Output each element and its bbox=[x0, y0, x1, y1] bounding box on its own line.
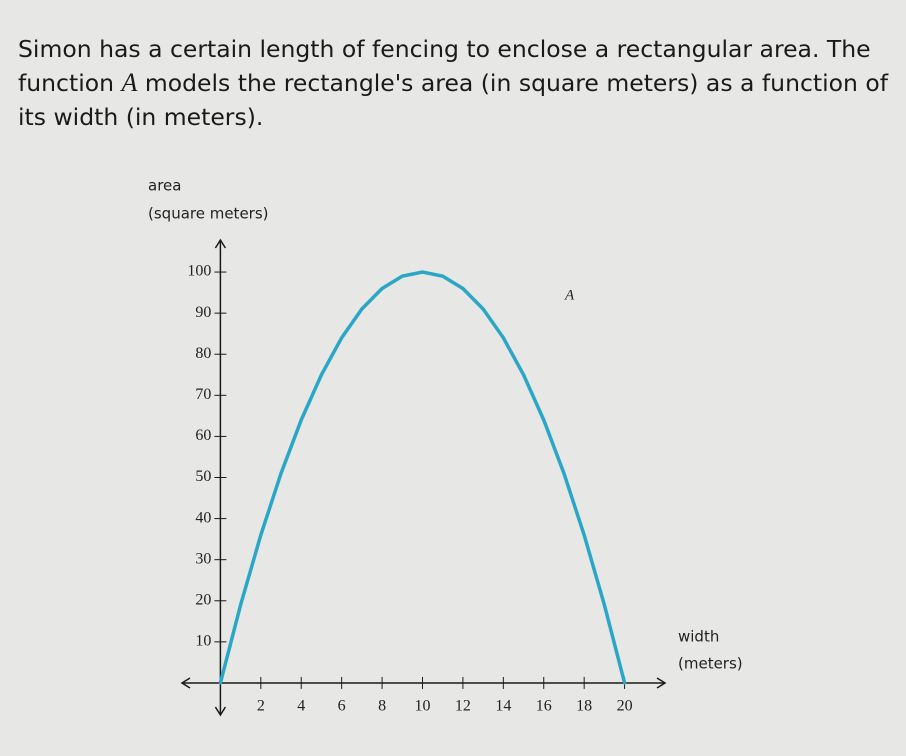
y-tick-label: 50 bbox=[195, 468, 211, 485]
problem-text: Simon has a certain length of fencing to… bbox=[18, 32, 896, 134]
y-tick-label: 30 bbox=[195, 550, 211, 567]
x-axis-label: (meters) bbox=[678, 655, 743, 673]
y-tick-label: 60 bbox=[195, 427, 211, 444]
y-axis-label: area bbox=[148, 177, 181, 195]
axis-arrow bbox=[656, 677, 667, 689]
x-tick-label: 16 bbox=[536, 698, 552, 715]
curve-label: A bbox=[564, 287, 575, 303]
y-tick-label: 70 bbox=[195, 386, 211, 403]
x-tick-label: 2 bbox=[257, 698, 265, 715]
y-tick-label: 20 bbox=[195, 591, 211, 608]
y-tick-label: 100 bbox=[187, 263, 211, 280]
x-axis-label: width bbox=[678, 628, 719, 646]
axis-arrow bbox=[214, 706, 227, 717]
x-tick-label: 10 bbox=[414, 698, 430, 715]
x-tick-label: 20 bbox=[617, 698, 633, 715]
x-tick-label: 4 bbox=[297, 698, 305, 715]
axis-arrow bbox=[214, 238, 227, 249]
y-tick-label: 90 bbox=[195, 304, 211, 321]
axis-arrow bbox=[180, 677, 191, 689]
y-tick-label: 80 bbox=[195, 345, 211, 362]
function-name: A bbox=[121, 68, 138, 97]
function-curve bbox=[218, 270, 627, 685]
x-tick-label: 8 bbox=[378, 698, 386, 715]
x-tick-label: 14 bbox=[495, 698, 511, 715]
x-tick-label: 12 bbox=[455, 698, 471, 715]
y-tick-label: 40 bbox=[195, 509, 211, 526]
problem-before: Simon has a certain length of fencing to… bbox=[18, 35, 871, 97]
y-axis-label: (square meters) bbox=[148, 205, 269, 223]
problem-after: models the rectangle's area (in square m… bbox=[18, 69, 889, 131]
x-tick-label: 6 bbox=[338, 698, 346, 715]
x-tick-label: 18 bbox=[576, 698, 592, 715]
y-tick-label: 10 bbox=[195, 633, 211, 650]
